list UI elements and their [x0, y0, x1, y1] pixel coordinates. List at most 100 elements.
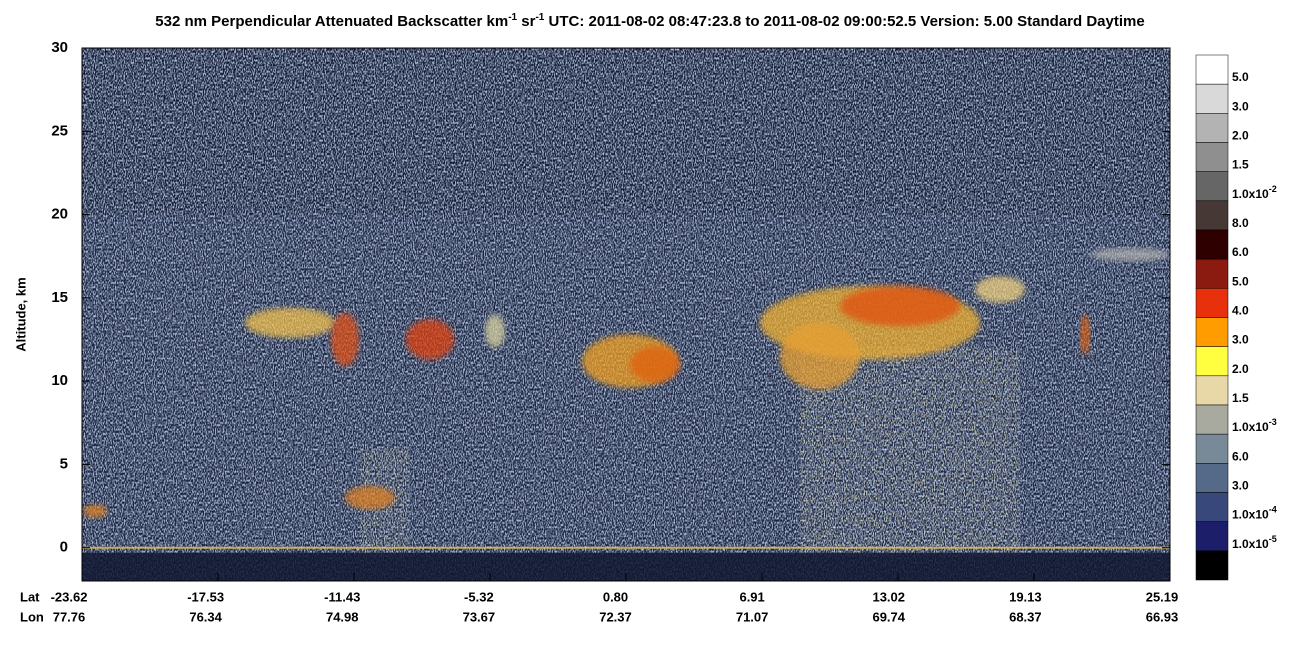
lat-label: -23.62 — [51, 589, 88, 604]
colorbar-label-text: 3.0 — [1232, 333, 1249, 347]
colorbar-label-sup: -3 — [1269, 418, 1277, 428]
lon-label: 66.93 — [1146, 609, 1179, 624]
x-row-label: Lon — [20, 609, 44, 624]
colorbar-label-sup: -5 — [1269, 534, 1277, 544]
lat-label: 6.91 — [739, 589, 764, 604]
colorbar-box — [1195, 492, 1229, 522]
colorbar-label-text: 6.0 — [1232, 245, 1249, 259]
colorbar-box — [1195, 550, 1229, 581]
colorbar-label-text: 3.0 — [1232, 479, 1249, 493]
lat-label: 25.19 — [1146, 589, 1179, 604]
colorbar-label-text: 4.0 — [1232, 304, 1249, 318]
colorbar-label-text: 5.0 — [1232, 275, 1249, 289]
colorbar-label: 4.0 — [1232, 304, 1249, 318]
colorbar-label-text: 1.0x10 — [1232, 508, 1269, 522]
colorbar-box — [1195, 346, 1229, 377]
colorbar-label: 1.0x10-5 — [1232, 534, 1277, 551]
colorbar-label: 1.0x10-4 — [1232, 505, 1277, 522]
lat-label: 19.13 — [1009, 589, 1042, 604]
colorbar-label-text: 1.0x10 — [1232, 187, 1269, 201]
colorbar-label: 6.0 — [1232, 245, 1249, 259]
title-sup: -1 — [508, 12, 517, 23]
title-text: sr — [517, 13, 536, 30]
y-tick-label: 5 — [60, 455, 68, 472]
colorbar-box — [1195, 229, 1229, 260]
cloud-feature — [245, 307, 335, 338]
colorbar-box — [1195, 288, 1229, 318]
lat-label: -11.43 — [324, 589, 360, 604]
cloud-feature — [406, 319, 454, 360]
y-axis-label: Altitude, km — [13, 277, 28, 351]
colorbar-label-text: 1.0x10 — [1232, 420, 1269, 434]
colorbar-box — [1195, 113, 1229, 143]
colorbar-box — [1195, 404, 1229, 435]
cloud-feature — [780, 322, 860, 390]
colorbar-label: 8.0 — [1232, 216, 1249, 230]
cloud-feature — [345, 486, 395, 510]
y-tick-label: 30 — [51, 39, 68, 56]
title-sup: -1 — [535, 12, 544, 23]
colorbar-box — [1195, 142, 1229, 172]
colorbar-label: 3.0 — [1232, 333, 1249, 347]
lon-label: 77.76 — [53, 609, 86, 624]
y-tick-label: 15 — [51, 289, 68, 306]
colorbar-label: 2.0 — [1232, 129, 1249, 143]
title-text: 532 nm Perpendicular Attenuated Backscat… — [155, 13, 508, 30]
chart-title: 532 nm Perpendicular Attenuated Backscat… — [155, 12, 1144, 30]
colorbar-label-sup: -2 — [1269, 184, 1277, 194]
colorbar-label: 1.0x10-2 — [1232, 184, 1277, 201]
y-tick-label: 10 — [51, 372, 68, 389]
cloud-feature — [331, 312, 359, 367]
colorbar-label-sup: -4 — [1269, 505, 1277, 515]
lon-label: 69.74 — [872, 609, 905, 624]
colorbar-label: 5.0 — [1232, 70, 1249, 84]
x-row-label: Lat — [20, 589, 40, 604]
colorbar-label: 3.0 — [1232, 479, 1249, 493]
colorbar-box — [1195, 83, 1229, 114]
y-tick-label: 25 — [51, 122, 68, 139]
colorbar-label: 5.0 — [1232, 275, 1249, 289]
colorbar-label-text: 6.0 — [1232, 450, 1249, 464]
lon-label: 76.34 — [189, 609, 222, 624]
colorbar-label: 2.0 — [1232, 362, 1249, 376]
lon-label: 73.67 — [463, 609, 496, 624]
lon-label: 72.37 — [599, 609, 632, 624]
lat-label: -17.53 — [187, 589, 224, 604]
colorbar-label-text: 1.5 — [1232, 158, 1249, 172]
colorbar-box — [1195, 317, 1229, 347]
lat-label: 13.02 — [872, 589, 905, 604]
cloud-feature — [83, 504, 107, 518]
colorbar-label: 6.0 — [1232, 450, 1249, 464]
colorbar-box — [1195, 375, 1229, 406]
title-text: UTC: 2011-08-02 08:47:23.8 to 2011-08-02… — [544, 13, 1144, 30]
colorbar-label: 1.0x10-3 — [1232, 418, 1277, 435]
cloud-feature — [1090, 247, 1170, 262]
colorbar-label: 1.5 — [1232, 158, 1249, 172]
lat-label: -5.32 — [464, 589, 494, 604]
cloud-feature — [1080, 314, 1090, 355]
colorbar-box — [1195, 54, 1229, 85]
colorbar-box — [1195, 171, 1229, 202]
colorbar-box — [1195, 258, 1229, 289]
y-tick-label: 20 — [51, 206, 68, 223]
cloud-feature — [630, 346, 680, 383]
colorbar-box — [1195, 433, 1229, 464]
colorbar-label-text: 1.5 — [1232, 391, 1249, 405]
colorbar-label-text: 3.0 — [1232, 100, 1249, 114]
y-tick-label: 0 — [60, 539, 68, 556]
colorbar-box — [1195, 463, 1229, 493]
colorbar-label-text: 1.0x10 — [1232, 537, 1269, 551]
cloud-feature — [485, 314, 505, 348]
colorbar-box — [1195, 200, 1229, 231]
colorbar-label-text: 5.0 — [1232, 70, 1249, 84]
cloud-feature — [975, 276, 1025, 303]
colorbar-label-text: 8.0 — [1232, 216, 1249, 230]
lon-label: 71.07 — [736, 609, 769, 624]
colorbar-label: 3.0 — [1232, 100, 1249, 114]
lon-label: 68.37 — [1009, 609, 1042, 624]
colorbar-label-text: 2.0 — [1232, 129, 1249, 143]
colorbar-label: 1.5 — [1232, 391, 1249, 405]
lon-label: 74.98 — [326, 609, 359, 624]
cloud-feature — [840, 286, 960, 327]
